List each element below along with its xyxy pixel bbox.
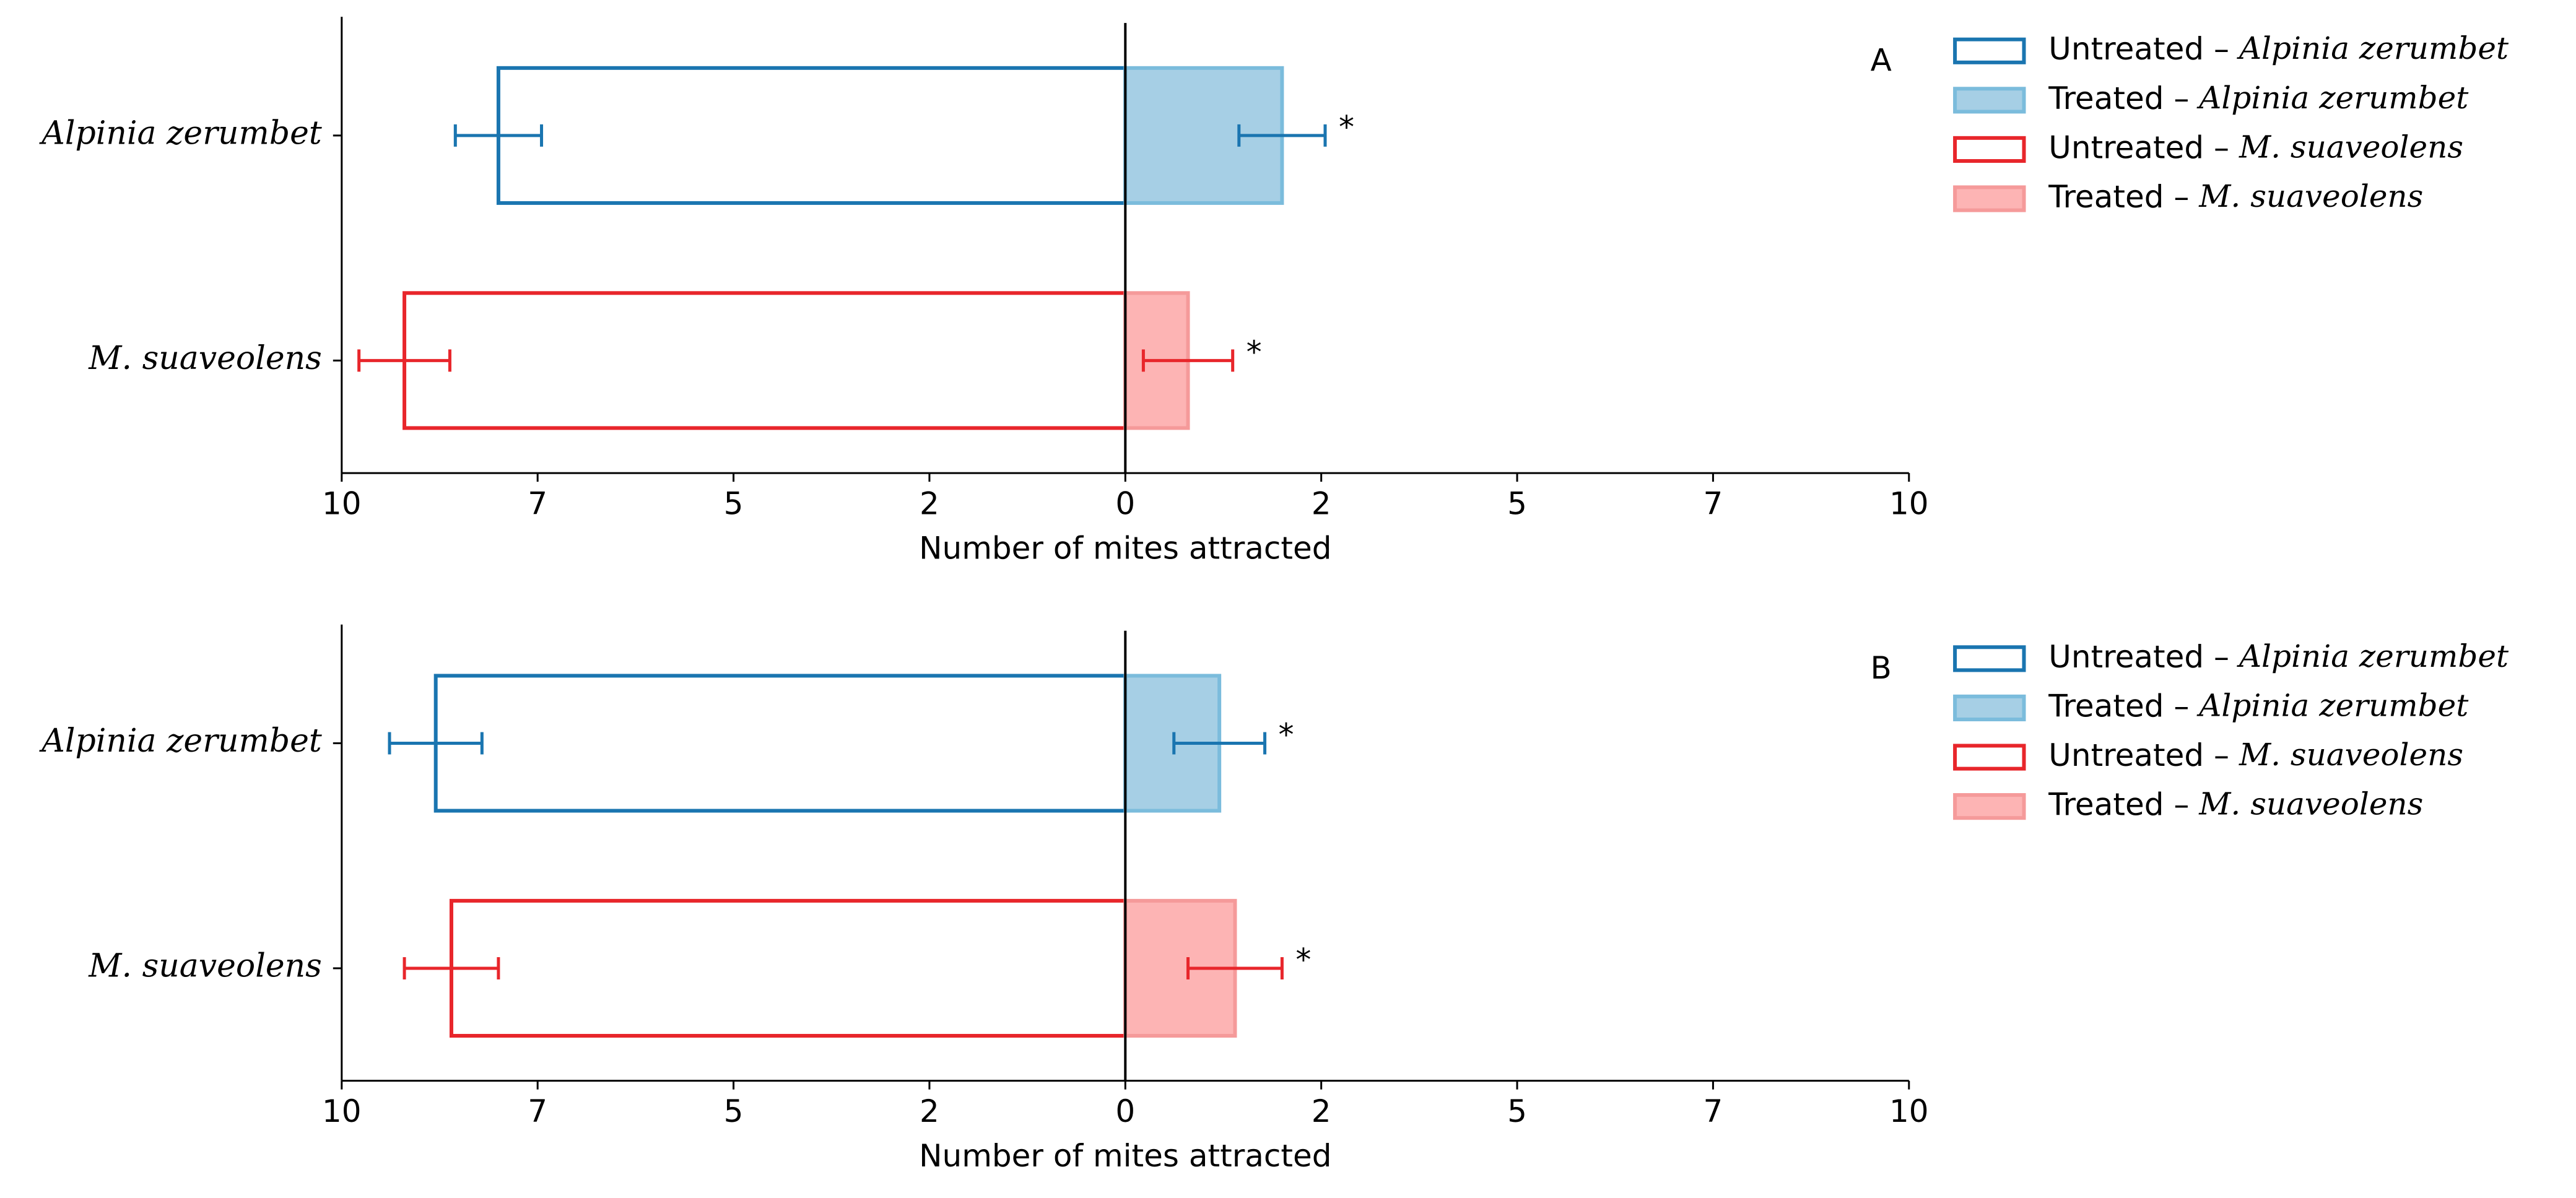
x-tick-label: 7: [528, 1093, 547, 1129]
legend-swatch: [1953, 136, 2026, 163]
legend-label: Untreated – M. suaveolens: [2048, 737, 2463, 773]
legend-swatch: [1953, 37, 2026, 64]
y-tick-label: M. suaveolens: [88, 947, 322, 984]
x-tick-label: 10: [1889, 486, 1929, 522]
legend-swatch: [1953, 694, 2026, 722]
error-bar: [1237, 124, 1327, 147]
legend-label: Treated – M. suaveolens: [2048, 786, 2423, 823]
legend-label: Untreated – Alpinia zerumbet: [2048, 30, 2509, 67]
error-bar: [402, 957, 500, 979]
x-tick-label: 10: [322, 486, 362, 522]
legend-label-part: M. suaveolens: [2198, 786, 2423, 822]
legend-swatch: [1953, 793, 2026, 820]
x-tick-label: 5: [1507, 486, 1527, 522]
legend-label-part: Untreated –: [2048, 129, 2239, 165]
bar: [402, 291, 1128, 430]
legend-label-part: Treated –: [2048, 80, 2199, 116]
bar: [433, 674, 1128, 813]
significance-marker: *: [1247, 334, 1262, 370]
x-tick-label: 10: [322, 1093, 362, 1129]
error-bar: [388, 732, 484, 755]
legend-label-part: Untreated –: [2048, 31, 2239, 67]
x-tick-label: 7: [528, 486, 547, 522]
significance-marker: *: [1295, 942, 1311, 978]
legend-swatch: [1953, 185, 2026, 212]
legend-label-part: Alpinia zerumbet: [2196, 687, 2469, 723]
significance-marker: *: [1339, 109, 1354, 145]
legend-swatch: [1953, 744, 2026, 771]
x-tick-label: 5: [724, 1093, 744, 1129]
x-tick-label: 0: [1115, 486, 1135, 522]
legend-label-part: M. suaveolens: [2198, 178, 2423, 214]
panel-label: B: [1871, 650, 1892, 686]
x-tick-label: 2: [1312, 486, 1331, 522]
significance-marker: *: [1279, 717, 1294, 753]
y-tick-label: Alpinia zerumbet: [39, 723, 322, 760]
legend-swatch: [1953, 645, 2026, 672]
panel-label: A: [1871, 42, 1892, 78]
error-bar: [1186, 957, 1284, 979]
x-axis-label: Number of mites attracted: [919, 1138, 1331, 1174]
legend-label-part: Treated –: [2048, 179, 2199, 215]
legend-label: Untreated – Alpinia zerumbet: [2048, 638, 2509, 675]
legend-label-part: Untreated –: [2048, 638, 2239, 674]
legend-label-part: Alpinia zerumbet: [2196, 80, 2469, 116]
y-tick-label: Alpinia zerumbet: [39, 115, 322, 152]
error-bar: [1141, 349, 1235, 372]
x-tick-label: 10: [1889, 1093, 1929, 1129]
x-tick-label: 2: [920, 486, 939, 522]
legend-label-part: Treated –: [2048, 786, 2199, 822]
bar: [449, 898, 1128, 1038]
legend-label-part: Untreated –: [2048, 737, 2239, 773]
x-tick-label: 0: [1115, 1093, 1135, 1129]
legend-label-part: Alpinia zerumbet: [2237, 30, 2509, 66]
legend-label-part: M. suaveolens: [2239, 129, 2463, 165]
error-bar: [453, 124, 544, 147]
legend-label: Treated – M. suaveolens: [2048, 178, 2423, 215]
legend-swatch: [1953, 87, 2026, 114]
y-tick-label: M. suaveolens: [88, 340, 322, 377]
legend-label-part: Alpinia zerumbet: [2237, 638, 2509, 674]
legend-label: Untreated – M. suaveolens: [2048, 129, 2463, 165]
legend-label-part: Treated –: [2048, 688, 2199, 724]
x-tick-label: 2: [920, 1093, 939, 1129]
x-tick-label: 2: [1312, 1093, 1331, 1129]
x-tick-label: 5: [724, 486, 744, 522]
legend-label-part: M. suaveolens: [2239, 737, 2463, 773]
x-tick-label: 7: [1704, 1093, 1723, 1129]
legend-label: Treated – Alpinia zerumbet: [2048, 687, 2469, 724]
error-bar: [357, 349, 451, 372]
bar: [496, 66, 1128, 205]
x-tick-label: 5: [1507, 1093, 1527, 1129]
x-axis-label: Number of mites attracted: [919, 530, 1331, 566]
error-bar: [1172, 732, 1267, 755]
legend-label: Treated – Alpinia zerumbet: [2048, 80, 2469, 116]
x-tick-label: 7: [1704, 486, 1723, 522]
